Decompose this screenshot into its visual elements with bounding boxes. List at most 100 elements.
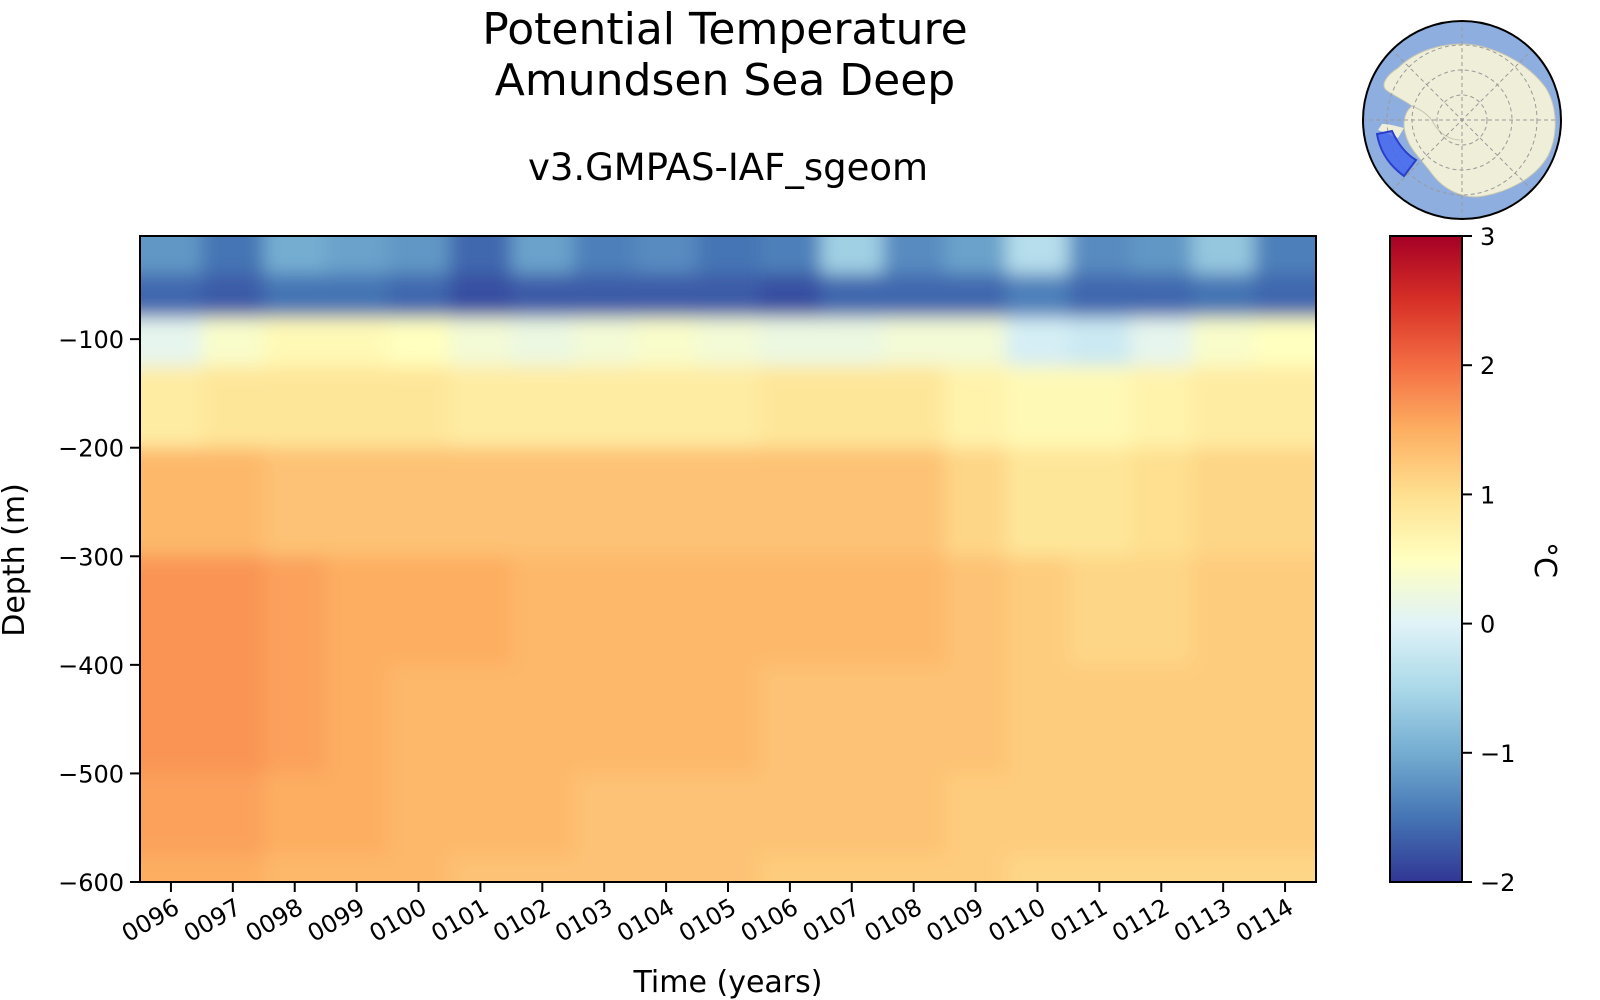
x-tick-label: 0109	[922, 893, 989, 948]
heatmap-cell	[1254, 664, 1316, 775]
heatmap-cell	[697, 366, 760, 449]
y-axis-label: Depth (m)	[0, 483, 32, 637]
heatmap-cell	[1254, 773, 1316, 856]
heatmap-cell	[1068, 366, 1132, 449]
heatmap-cell	[449, 366, 513, 449]
heatmap-cell	[1192, 236, 1256, 275]
x-tick-label: 0098	[241, 893, 308, 948]
heatmap-cell	[1130, 366, 1194, 449]
heatmap-cell	[697, 664, 760, 775]
heatmap-cell	[1130, 773, 1194, 856]
heatmap-cell	[1254, 236, 1316, 275]
heatmap-cell	[1192, 556, 1256, 666]
heatmap-cell	[1130, 556, 1194, 666]
x-tick-label: 0102	[488, 893, 555, 948]
y-tick-label: −300	[58, 543, 124, 571]
heatmap-cell	[1254, 854, 1316, 882]
heatmap-cell	[263, 773, 327, 856]
heatmap-cell	[201, 447, 265, 558]
x-tick-label: 0099	[303, 893, 370, 948]
heatmap-cell	[387, 366, 451, 449]
heatmap-cell	[1068, 236, 1132, 275]
heatmap-cell	[573, 317, 637, 368]
heatmap-cell	[882, 366, 946, 449]
heatmap-cell	[944, 274, 1008, 319]
heatmap-cell	[140, 274, 203, 319]
heatmap-cell	[325, 556, 389, 666]
heatmap-cell	[882, 236, 946, 275]
y-tick-label: −400	[58, 652, 124, 680]
heatmap-cell	[1068, 773, 1132, 856]
heatmap-cell	[573, 366, 637, 449]
heatmap-cell	[944, 236, 1008, 275]
heatmap-cell	[1006, 556, 1070, 666]
heatmap-cell	[263, 317, 327, 368]
heatmap-cell	[449, 236, 513, 275]
heatmap-cell	[1130, 317, 1194, 368]
heatmap-cell	[882, 664, 946, 775]
heatmap-cell	[820, 664, 884, 775]
heatmap-cell	[573, 236, 637, 275]
heatmap-cell	[1130, 274, 1194, 319]
heatmap-cell	[635, 773, 699, 856]
antarctica-map-icon	[1362, 20, 1562, 220]
heatmap-cell	[263, 236, 327, 275]
heatmap-cell	[1130, 447, 1194, 558]
heatmap-cell	[387, 854, 451, 882]
heatmap-cell	[1192, 274, 1256, 319]
heatmap-cell	[882, 854, 946, 882]
heatmap-cell	[820, 447, 884, 558]
heatmap-cells	[140, 236, 1316, 882]
heatmap-cell	[1254, 447, 1316, 558]
heatmap-cell	[635, 366, 699, 449]
heatmap-cell	[511, 664, 575, 775]
heatmap-cell	[1068, 447, 1132, 558]
heatmap-cell	[387, 236, 451, 275]
heatmap-cell	[944, 854, 1008, 882]
heatmap-cell	[140, 556, 203, 666]
heatmap-cell	[201, 236, 265, 275]
heatmap-cell	[758, 664, 822, 775]
heatmap-cell	[140, 773, 203, 856]
heatmap-cell	[1068, 274, 1132, 319]
heatmap-cell	[758, 447, 822, 558]
heatmap-cell	[387, 274, 451, 319]
heatmap-cell	[1068, 664, 1132, 775]
heatmap-cell	[697, 236, 760, 275]
heatmap-cell	[140, 854, 203, 882]
heatmap-cell	[140, 317, 203, 368]
heatmap-cell	[1192, 664, 1256, 775]
heatmap-cell	[263, 664, 327, 775]
heatmap-cell	[1254, 556, 1316, 666]
heatmap-cell	[325, 447, 389, 558]
heatmap-cell	[1254, 317, 1316, 368]
heatmap-cell	[449, 274, 513, 319]
heatmap-cell	[140, 447, 203, 558]
colorbar-tick-label: 3	[1480, 223, 1495, 251]
colorbar-tick-label: 1	[1480, 481, 1495, 509]
colorbar-tick-label: −2	[1480, 869, 1515, 897]
heatmap-cell	[697, 317, 760, 368]
heatmap-cell	[882, 274, 946, 319]
heatmap-cell	[944, 773, 1008, 856]
heatmap-cell	[1006, 274, 1070, 319]
chart-title-line-2: Amundsen Sea Deep	[495, 55, 955, 106]
y-axis-ticks: −100 −200 −300 −400 −500 −600	[58, 326, 140, 897]
x-tick-label: 0106	[736, 893, 803, 948]
heatmap-cell	[635, 854, 699, 882]
heatmap-cell	[325, 664, 389, 775]
heatmap-cell	[201, 556, 265, 666]
y-tick-label: −600	[58, 869, 124, 897]
heatmap-cell	[511, 556, 575, 666]
x-tick-label: 0108	[860, 893, 927, 948]
heatmap-cell	[1068, 556, 1132, 666]
heatmap-cell	[140, 236, 203, 275]
heatmap-area	[140, 236, 1316, 882]
heatmap-cell	[697, 773, 760, 856]
heatmap-cell	[1006, 447, 1070, 558]
x-tick-label: 0101	[427, 893, 494, 948]
y-tick-label: −500	[58, 760, 124, 788]
x-axis-label: Time (years)	[633, 965, 823, 1000]
x-tick-label: 0104	[612, 893, 679, 948]
heatmap-cell	[944, 366, 1008, 449]
